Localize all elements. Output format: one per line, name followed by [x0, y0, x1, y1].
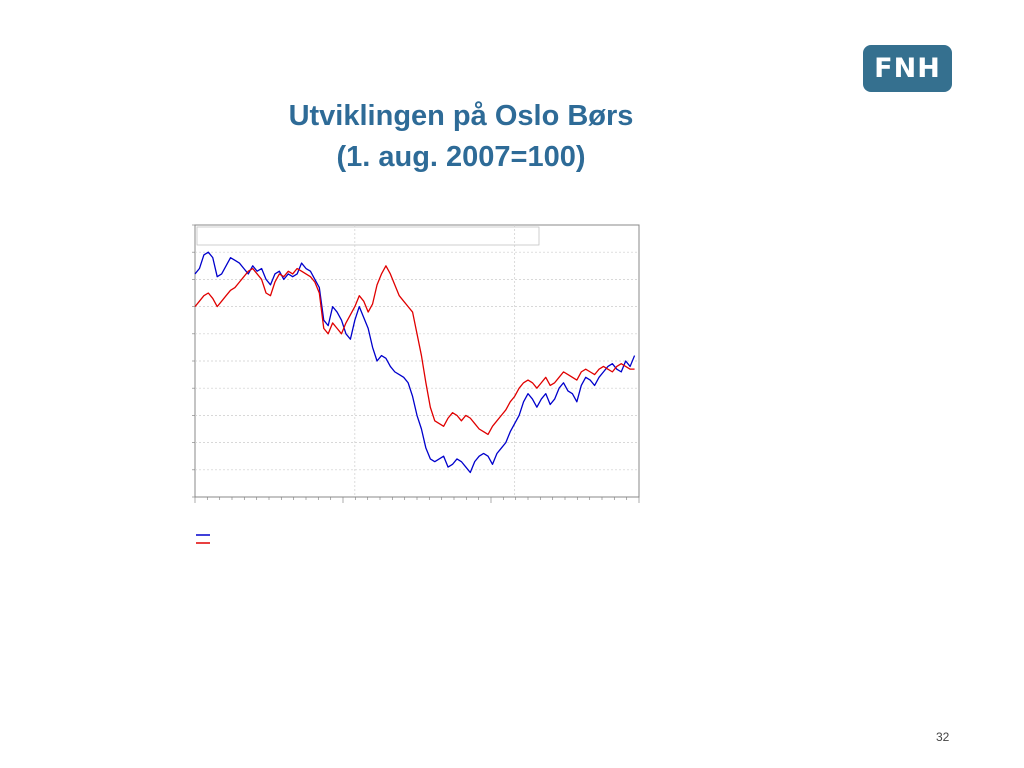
series-line-2: [194, 265, 635, 436]
chart-svg: [192, 224, 640, 544]
slide-title: Utviklingen på Oslo Børs (1. aug. 2007=1…: [0, 96, 922, 178]
plot-inner-box: [196, 226, 540, 246]
fnh-logo: FNH: [863, 45, 952, 92]
line-chart: [150, 215, 650, 560]
series-line-1: [194, 251, 636, 474]
slide-title-line-2: (1. aug. 2007=100): [336, 141, 586, 173]
slide-title-line-1: Utviklingen på Oslo Børs: [288, 100, 634, 132]
page-number: 32: [936, 730, 950, 744]
